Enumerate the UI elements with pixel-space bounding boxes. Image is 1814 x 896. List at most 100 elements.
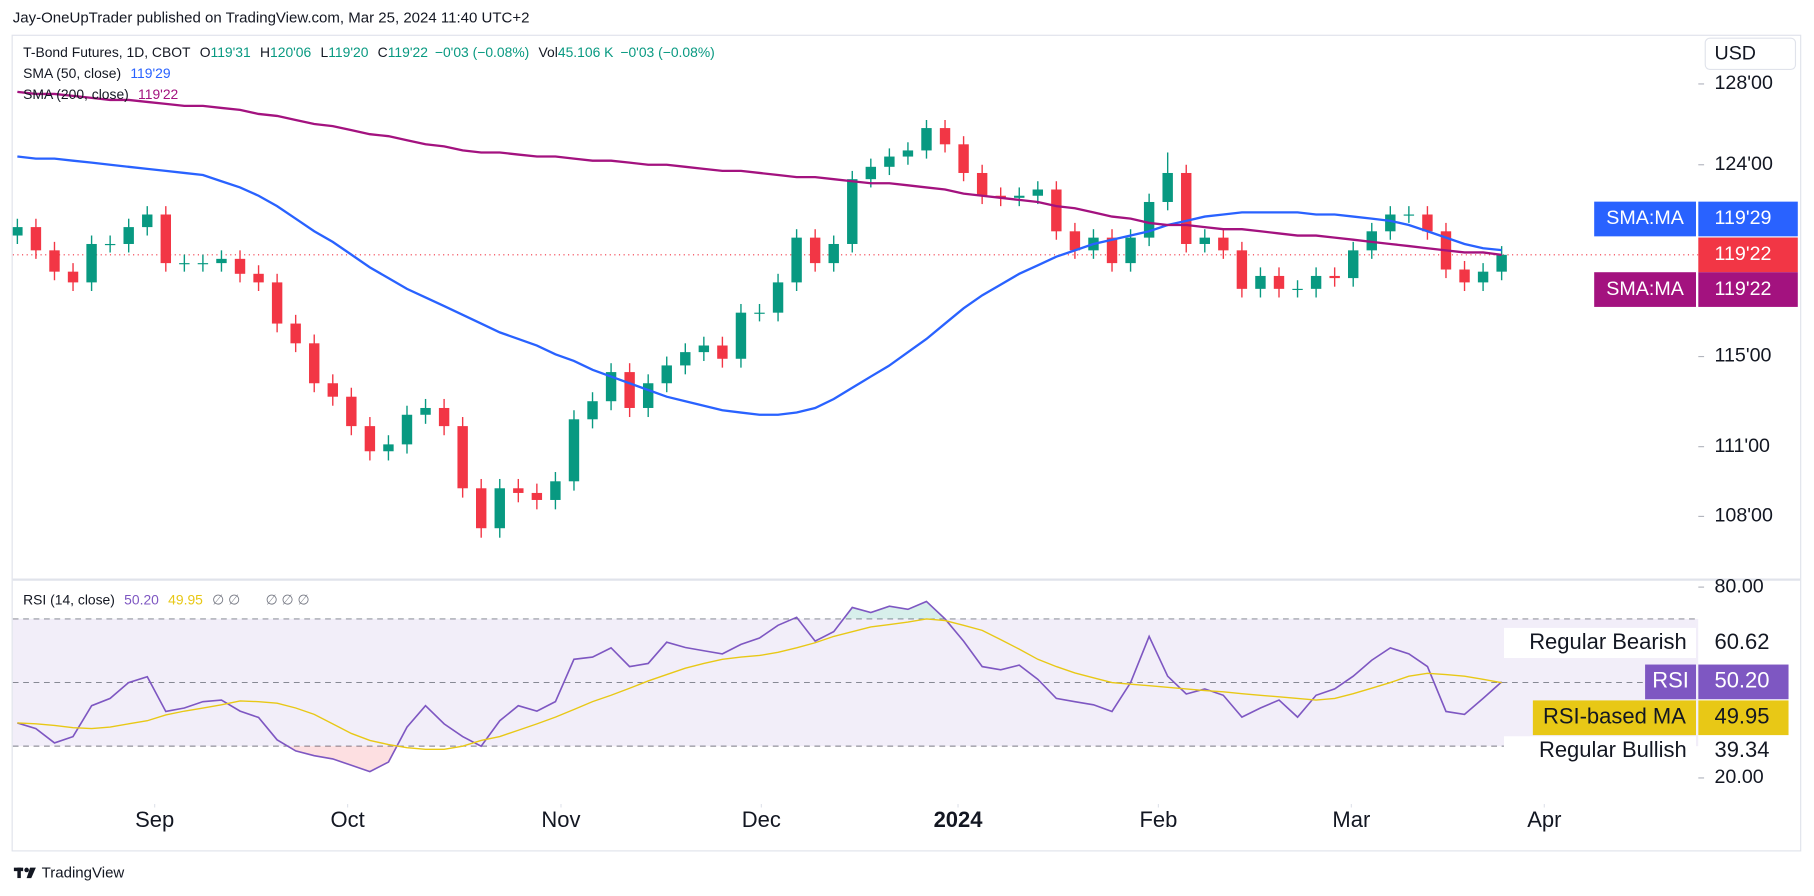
candle-body [1459,269,1470,283]
candle-body [364,426,376,452]
level-name: Regular Bullish [1539,737,1687,762]
badge-value: 49.95 [1714,704,1769,729]
candle-body [513,488,524,493]
level-value: 39.34 [1714,737,1769,762]
y-tick-label: 128'00 [1714,72,1772,94]
legend-value: 119'20 [328,44,368,60]
candle-body [67,271,79,283]
legend-key: O [200,44,211,60]
overlay: 108'00 111'00 115'00 124'00 128'00 T-Bond Fut… [23,37,1798,832]
candle-body [1051,189,1062,232]
y-tick-label: 20.00 [1714,766,1763,788]
candle-body [921,128,932,151]
candle-body [939,128,951,145]
candle-body [791,237,802,283]
candle-body [290,323,301,344]
candle-body [49,250,60,272]
logo [13,867,36,879]
candle-body [1218,237,1229,251]
legend-extra: ∅ ∅ [212,591,240,607]
level-value: 60.62 [1714,629,1769,654]
candle-body [1069,231,1081,251]
candle-body [104,243,116,246]
badge-value: 50.20 [1714,668,1769,693]
candle-body [327,383,338,397]
candle-body [179,263,190,265]
candle-body [309,343,320,384]
candle-body [772,282,784,313]
legend-value: 49.95 [168,591,203,607]
candle-body [976,172,988,196]
candle-body [1181,172,1192,244]
candle-body [123,227,134,244]
x-tick-label: Sep [135,807,174,832]
legend-key: C [378,44,388,60]
candle-body [197,263,209,265]
legend-key: H [260,44,270,60]
candle-body [438,407,450,427]
candle-body [1106,237,1118,264]
y-tick-label: 108'00 [1714,505,1772,527]
x-tick-label: Nov [541,807,580,832]
legend-value: 120'06 [270,44,312,60]
candle-body [1236,250,1248,289]
candle-body [1422,214,1433,232]
candle-body [401,414,413,445]
candle-body [1403,214,1415,216]
candle-body [1125,237,1136,264]
candle-body [717,345,728,359]
y-tick-label: 111'00 [1714,435,1770,457]
candle-body [1014,195,1025,198]
x-tick-label: Dec [742,807,781,832]
candle-body [902,150,914,157]
sma-legend: SMA (50, close) 119'29 [23,65,171,81]
legend-value: 50.20 [124,591,159,607]
candle-body [142,214,153,228]
legend-value: 45.106 K [558,44,614,60]
y-tick-label: 80.00 [1714,575,1763,597]
badge-value-bg [1698,700,1789,736]
candle-body [12,227,23,236]
candle-body [457,426,468,489]
price-pane [12,90,1699,538]
chart-frame [11,34,1802,852]
legend-name: SMA (50, close) [23,65,121,81]
candle-body [1273,275,1285,289]
x-tick-label: 2024 [934,807,984,832]
sma-line [17,90,1502,257]
candle-body [531,492,543,500]
legend-key: Vol [539,44,558,60]
badge-label: SMA:MA [1606,207,1684,229]
candle-body [828,243,839,264]
currency-button [1704,37,1797,70]
candle-body [494,488,505,529]
candle-body [680,352,691,366]
candle-body [1032,189,1044,196]
candle-body [1477,271,1489,283]
candle-body [476,488,487,529]
level-label-bg [1503,736,1696,767]
badge-value: 119'29 [1714,207,1771,229]
candle-body [550,481,561,500]
candle-body [1496,254,1507,272]
level-label-bg [1503,627,1696,659]
candle-body [698,345,710,353]
sma-legend: SMA (200, close) 119'22 [23,86,178,102]
rsi-line [17,600,1503,773]
badge-value: 119'22 [1714,278,1771,300]
legend-value: 119'31 [211,44,251,60]
x-tick-label: Feb [1139,807,1177,832]
price-legend: T-Bond Futures, 1D, CBOT O119'31 H120'06 L1… [23,44,715,60]
candle-body [86,243,97,283]
rsi-line [17,618,1502,751]
level-name: Regular Bearish [1529,629,1687,654]
legend-change: −0'03 (−0.08%) [620,44,714,60]
oversold-fill [17,746,1502,772]
legend-name: SMA (200, close) [23,86,129,102]
candle-body [1143,201,1155,238]
footer-brand: TradingView [42,864,125,881]
candle-body [809,237,821,264]
legend-value: 119'29 [130,65,170,81]
candle-body [661,365,672,384]
